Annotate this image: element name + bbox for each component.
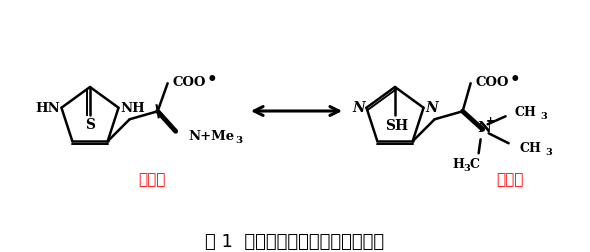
Text: COO: COO bbox=[476, 75, 509, 88]
Text: HN: HN bbox=[35, 102, 60, 115]
Text: CH: CH bbox=[520, 141, 542, 154]
Text: 图 1  麦角硫因两种异构体的结构式: 图 1 麦角硫因两种异构体的结构式 bbox=[205, 232, 385, 250]
Text: •: • bbox=[206, 71, 217, 87]
Text: 硫醇式: 硫醇式 bbox=[496, 172, 524, 187]
Text: 3: 3 bbox=[540, 111, 547, 120]
Text: +: + bbox=[486, 114, 495, 125]
Text: SH: SH bbox=[385, 118, 408, 133]
Text: C: C bbox=[470, 157, 480, 170]
Text: N+Me: N+Me bbox=[189, 129, 235, 142]
Text: 硫酮式: 硫酮式 bbox=[138, 172, 166, 187]
Text: CH: CH bbox=[514, 105, 536, 118]
Text: N: N bbox=[478, 121, 491, 135]
Text: N: N bbox=[425, 100, 438, 114]
Text: COO: COO bbox=[173, 75, 206, 88]
Text: 3: 3 bbox=[545, 147, 552, 156]
Text: S: S bbox=[85, 117, 95, 132]
Text: 3: 3 bbox=[463, 163, 470, 172]
Text: NH: NH bbox=[120, 102, 145, 115]
Text: N: N bbox=[352, 100, 365, 114]
Text: H: H bbox=[453, 157, 464, 170]
Text: •: • bbox=[509, 71, 520, 87]
Text: 3: 3 bbox=[235, 135, 242, 144]
